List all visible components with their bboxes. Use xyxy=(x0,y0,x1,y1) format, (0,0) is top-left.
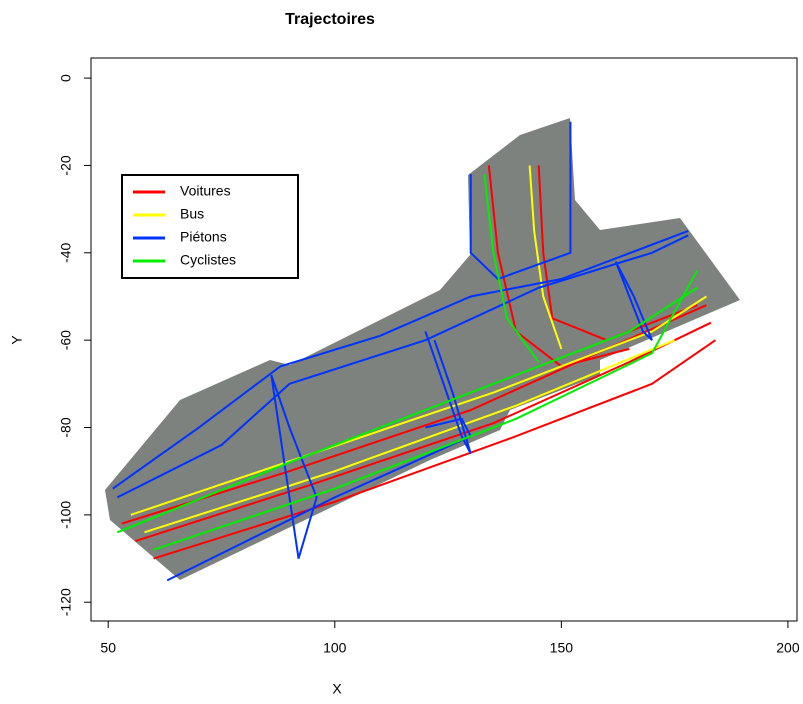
legend: Voitures Bus Piétons Cyclistes xyxy=(122,175,298,278)
legend-label: Cyclistes xyxy=(180,252,236,268)
x-tick-label: 100 xyxy=(323,640,347,656)
y-tick-label: -60 xyxy=(58,330,74,350)
chart: Trajectoires X Y 50 100 150 200 0 -20 -40 -60 -8… xyxy=(0,0,803,704)
y-tick-label: -100 xyxy=(58,501,74,529)
y-tick-label: -20 xyxy=(58,155,74,175)
x-tick-label: 200 xyxy=(776,640,800,656)
legend-label: Voitures xyxy=(180,183,231,199)
y-axis-label: Y xyxy=(9,335,25,345)
y-tick-label: -80 xyxy=(58,417,74,437)
x-tick-label: 50 xyxy=(100,640,116,656)
y-tick-label: 0 xyxy=(58,74,74,82)
y-tick-label: -40 xyxy=(58,242,74,262)
y-tick-label: -120 xyxy=(58,588,74,616)
legend-label: Piétons xyxy=(180,229,227,245)
chart-title: Trajectoires xyxy=(285,11,375,28)
x-tick-label: 150 xyxy=(550,640,574,656)
x-axis-label: X xyxy=(332,681,342,697)
legend-label: Bus xyxy=(180,206,204,222)
